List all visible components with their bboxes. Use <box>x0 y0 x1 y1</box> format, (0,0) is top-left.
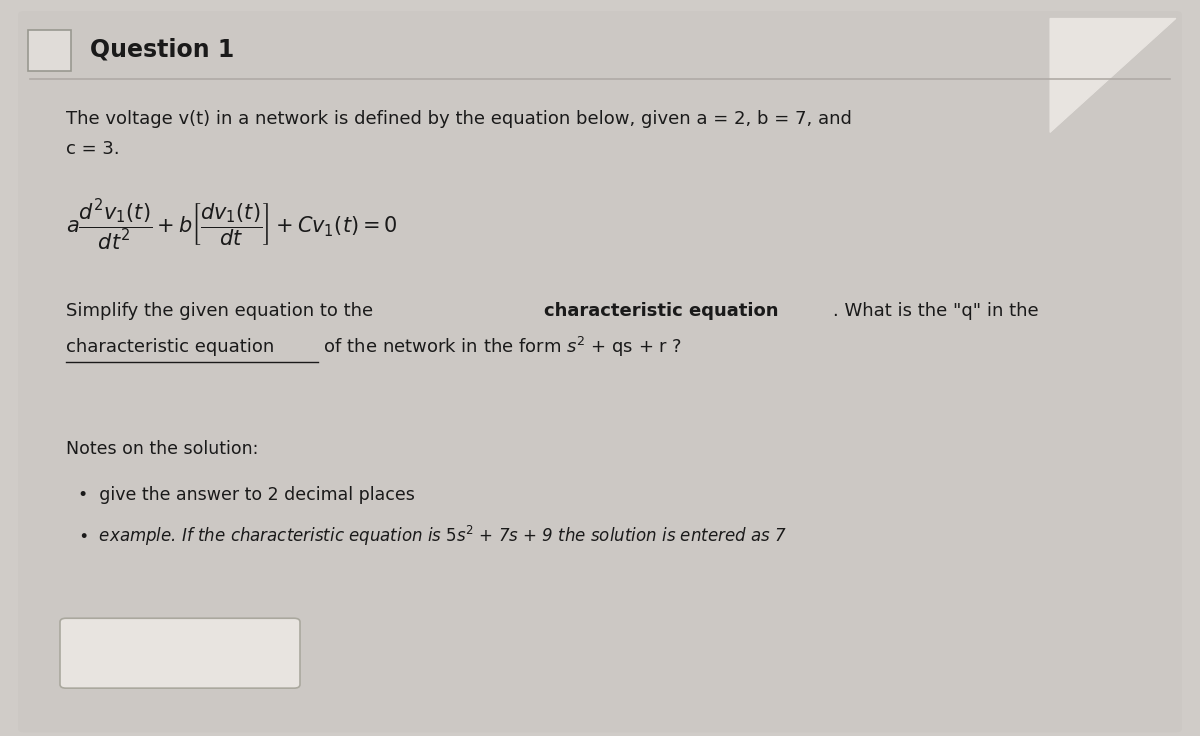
Text: characteristic equation: characteristic equation <box>544 302 778 319</box>
Text: . What is the "q" in the: . What is the "q" in the <box>833 302 1038 319</box>
Text: Simplify the given equation to the: Simplify the given equation to the <box>66 302 379 319</box>
Text: The voltage v(t) in a network is defined by the equation below, given a = 2, b =: The voltage v(t) in a network is defined… <box>66 110 852 128</box>
Text: characteristic equation: characteristic equation <box>66 339 275 356</box>
Text: of the network in the form $s^2$ + qs + r ?: of the network in the form $s^2$ + qs + … <box>318 336 683 359</box>
FancyBboxPatch shape <box>28 30 71 71</box>
Text: $\bullet$  example. If the characteristic equation is $5s^2$ + 7s + 9 the soluti: $\bullet$ example. If the characteristic… <box>78 524 787 548</box>
Polygon shape <box>1050 18 1176 132</box>
Text: Notes on the solution:: Notes on the solution: <box>66 440 258 458</box>
Text: c = 3.: c = 3. <box>66 141 120 158</box>
FancyBboxPatch shape <box>18 11 1182 732</box>
Text: •  give the answer to 2 decimal places: • give the answer to 2 decimal places <box>78 486 415 503</box>
Polygon shape <box>1050 18 1176 132</box>
Text: Question 1: Question 1 <box>90 38 234 61</box>
FancyBboxPatch shape <box>60 618 300 688</box>
Text: $a\dfrac{d^2v_1(t)}{dt^2} + b\left[\dfrac{dv_1(t)}{dt}\right] + Cv_1(t) = 0$: $a\dfrac{d^2v_1(t)}{dt^2} + b\left[\dfra… <box>66 197 398 252</box>
